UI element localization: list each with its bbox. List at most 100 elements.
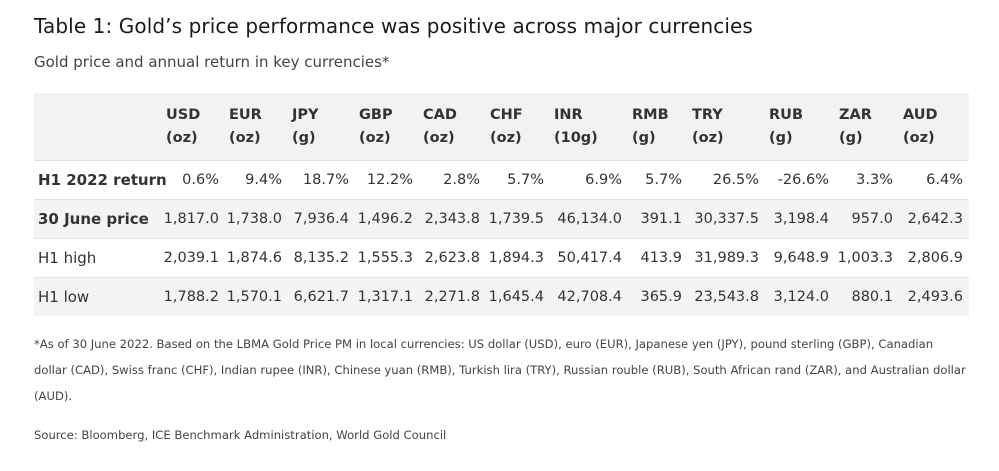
table-cell: 9,648.9 bbox=[765, 238, 835, 278]
column-unit: (g) bbox=[292, 129, 316, 146]
table-cell: 5.7% bbox=[628, 160, 688, 200]
gold-price-table: USD (oz) EUR (oz) JPY (g) GBP (oz) CAD (oz) CHF (oz… bbox=[34, 93, 969, 316]
column-unit: (oz) bbox=[692, 129, 724, 146]
table-cell: 1,788.2 bbox=[162, 277, 225, 316]
row-label: H1 high bbox=[34, 238, 162, 278]
table-cell: 3.3% bbox=[835, 160, 899, 200]
table-cell: 957.0 bbox=[835, 199, 899, 239]
column-header-chf: CHF (oz) bbox=[486, 93, 550, 161]
table-cell: 1,894.3 bbox=[486, 238, 550, 278]
column-unit: (oz) bbox=[423, 129, 455, 146]
table-cell: 2,623.8 bbox=[419, 238, 486, 278]
column-unit: (g) bbox=[839, 129, 863, 146]
table-cell: 2,493.6 bbox=[899, 277, 969, 316]
table-cell: 1,874.6 bbox=[225, 238, 288, 278]
table-cell: 6,621.7 bbox=[288, 277, 355, 316]
column-header-rmb: RMB (g) bbox=[628, 93, 688, 161]
column-currency: USD bbox=[166, 107, 201, 124]
table-cell: 2,039.1 bbox=[162, 238, 225, 278]
row-label: H1 low bbox=[34, 277, 162, 316]
table-cell: 2,642.3 bbox=[899, 199, 969, 239]
column-header-try: TRY (oz) bbox=[688, 93, 765, 161]
table-cell: 1,645.4 bbox=[486, 277, 550, 316]
table-cell: 12.2% bbox=[355, 160, 419, 200]
table-subtitle: Gold price and annual return in key curr… bbox=[34, 53, 390, 71]
column-currency: RMB bbox=[632, 107, 669, 124]
table-cell: 2,271.8 bbox=[419, 277, 486, 316]
column-unit: (oz) bbox=[359, 129, 391, 146]
table-cell: 1,496.2 bbox=[355, 199, 419, 239]
table-row: H1 high 2,039.1 1,874.6 8,135.2 1,555.3 2,623… bbox=[34, 238, 969, 278]
table-cell: 413.9 bbox=[628, 238, 688, 278]
table-cell: 1,555.3 bbox=[355, 238, 419, 278]
table-cell: 1,570.1 bbox=[225, 277, 288, 316]
column-header-inr: INR (10g) bbox=[550, 93, 628, 161]
column-header-usd: USD (oz) bbox=[162, 93, 225, 161]
column-currency: EUR bbox=[229, 107, 262, 124]
table-row: H1 low 1,788.2 1,570.1 6,621.7 1,317.1 2,271.… bbox=[34, 277, 969, 316]
footnote: *As of 30 June 2022. Based on the LBMA G… bbox=[34, 337, 966, 403]
table-cell: 31,989.3 bbox=[688, 238, 765, 278]
table-cell: 5.7% bbox=[486, 160, 550, 200]
table-cell: 26.5% bbox=[688, 160, 765, 200]
row-label: H1 2022 return bbox=[34, 160, 167, 200]
table-cell: 2,343.8 bbox=[419, 199, 486, 239]
column-header-aud: AUD (oz) bbox=[899, 93, 969, 161]
column-currency: TRY bbox=[692, 107, 723, 124]
table-cell: 1,738.0 bbox=[225, 199, 288, 239]
table-cell: 1,817.0 bbox=[162, 199, 225, 239]
table-cell: 2,806.9 bbox=[899, 238, 969, 278]
column-currency: JPY bbox=[292, 107, 319, 124]
table-cell: 7,936.4 bbox=[288, 199, 355, 239]
table-cell: 365.9 bbox=[628, 277, 688, 316]
table-cell: 50,417.4 bbox=[550, 238, 628, 278]
header-corner-cell bbox=[34, 93, 162, 161]
table-cell: 880.1 bbox=[835, 277, 899, 316]
row-label: 30 June price bbox=[34, 199, 162, 239]
table-cell: 8,135.2 bbox=[288, 238, 355, 278]
column-unit: (oz) bbox=[166, 129, 198, 146]
header-row: USD (oz) EUR (oz) JPY (g) GBP (oz) CAD (oz) CHF (oz… bbox=[34, 93, 969, 161]
column-currency: CHF bbox=[490, 107, 523, 124]
column-header-rub: RUB (g) bbox=[765, 93, 835, 161]
column-header-cad: CAD (oz) bbox=[419, 93, 486, 161]
column-header-jpy: JPY (g) bbox=[288, 93, 355, 161]
source-note: Source: Bloomberg, ICE Benchmark Adminis… bbox=[34, 428, 447, 442]
column-unit: (10g) bbox=[554, 129, 598, 146]
table-cell: 391.1 bbox=[628, 199, 688, 239]
column-currency: CAD bbox=[423, 107, 457, 124]
table-cell: -26.6% bbox=[765, 160, 835, 200]
table-row: 30 June price 1,817.0 1,738.0 7,936.4 1,496.… bbox=[34, 199, 969, 239]
table-cell: 0.6% bbox=[162, 160, 225, 200]
table-title: Table 1: Gold’s price performance was po… bbox=[34, 14, 753, 38]
table-cell: 2.8% bbox=[419, 160, 486, 200]
column-currency: RUB bbox=[769, 107, 803, 124]
table-cell: 46,134.0 bbox=[550, 199, 628, 239]
table-cell: 30,337.5 bbox=[688, 199, 765, 239]
table-cell: 23,543.8 bbox=[688, 277, 765, 316]
column-unit: (g) bbox=[632, 129, 656, 146]
column-currency: AUD bbox=[903, 107, 938, 124]
table-cell: 1,317.1 bbox=[355, 277, 419, 316]
column-currency: INR bbox=[554, 107, 583, 124]
table-body: H1 2022 return 0.6% 9.4% 18.7% 12.2% 2.8% 5.7%… bbox=[34, 160, 969, 316]
column-unit: (oz) bbox=[229, 129, 261, 146]
column-currency: ZAR bbox=[839, 107, 872, 124]
column-unit: (g) bbox=[769, 129, 793, 146]
column-header-gbp: GBP (oz) bbox=[355, 93, 419, 161]
table-cell: 9.4% bbox=[225, 160, 288, 200]
column-currency: GBP bbox=[359, 107, 393, 124]
column-unit: (oz) bbox=[490, 129, 522, 146]
table-cell: 3,198.4 bbox=[765, 199, 835, 239]
table-cell: 3,124.0 bbox=[765, 277, 835, 316]
table-cell: 42,708.4 bbox=[550, 277, 628, 316]
column-unit: (oz) bbox=[903, 129, 935, 146]
table-cell: 6.9% bbox=[550, 160, 628, 200]
table-cell: 18.7% bbox=[288, 160, 355, 200]
table-cell: 1,003.3 bbox=[835, 238, 899, 278]
table-cell: 6.4% bbox=[899, 160, 969, 200]
table-cell: 1,739.5 bbox=[486, 199, 550, 239]
column-header-zar: ZAR (g) bbox=[835, 93, 899, 161]
column-header-eur: EUR (oz) bbox=[225, 93, 288, 161]
table-row: H1 2022 return 0.6% 9.4% 18.7% 12.2% 2.8% 5.7%… bbox=[34, 160, 969, 200]
